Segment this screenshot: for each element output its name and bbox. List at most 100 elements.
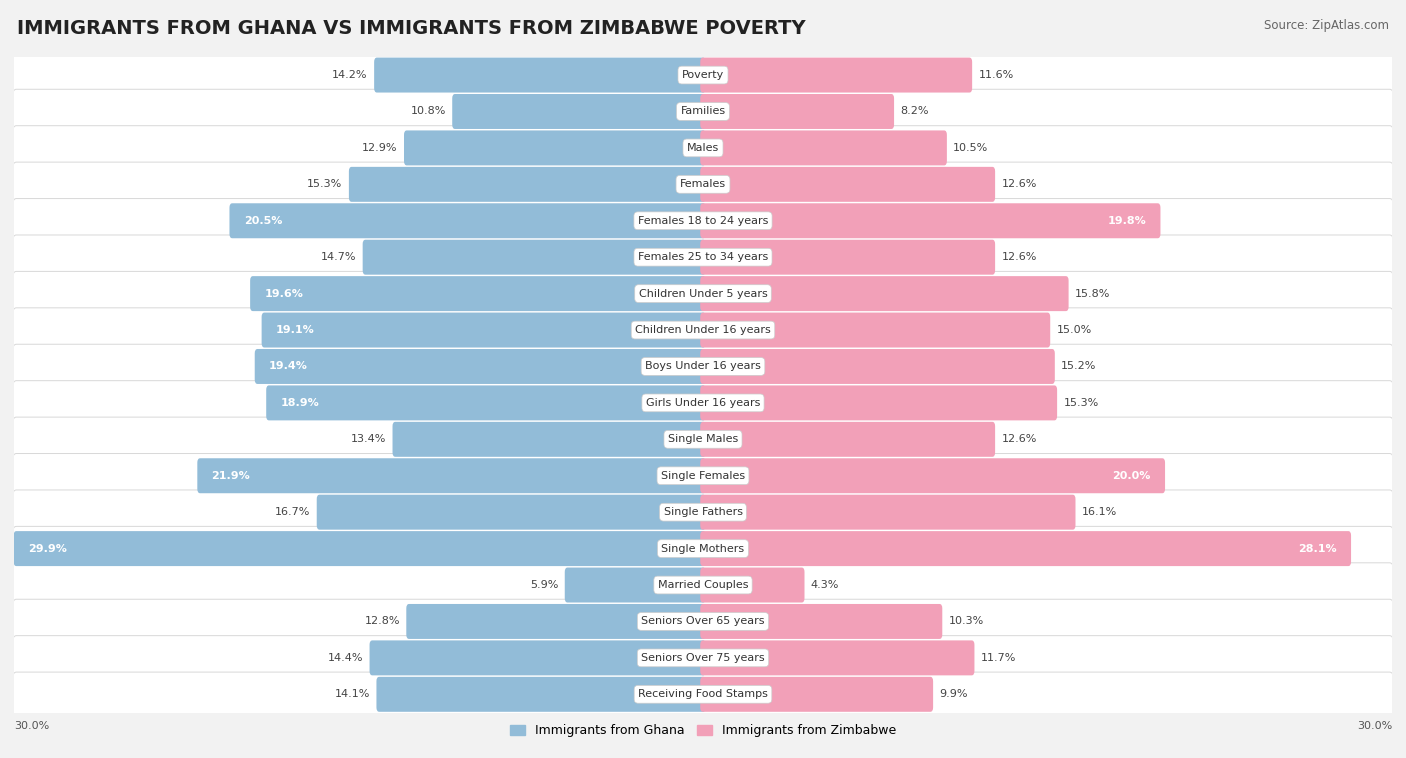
- FancyBboxPatch shape: [377, 677, 706, 712]
- FancyBboxPatch shape: [13, 271, 1393, 316]
- FancyBboxPatch shape: [565, 568, 706, 603]
- FancyBboxPatch shape: [700, 349, 1054, 384]
- Text: 15.0%: 15.0%: [1057, 325, 1092, 335]
- FancyBboxPatch shape: [13, 672, 1393, 716]
- Text: Children Under 5 years: Children Under 5 years: [638, 289, 768, 299]
- FancyBboxPatch shape: [700, 240, 995, 274]
- Text: 28.1%: 28.1%: [1298, 543, 1337, 553]
- Text: Single Males: Single Males: [668, 434, 738, 444]
- Text: IMMIGRANTS FROM GHANA VS IMMIGRANTS FROM ZIMBABWE POVERTY: IMMIGRANTS FROM GHANA VS IMMIGRANTS FROM…: [17, 19, 806, 38]
- Legend: Immigrants from Ghana, Immigrants from Zimbabwe: Immigrants from Ghana, Immigrants from Z…: [505, 719, 901, 742]
- FancyBboxPatch shape: [700, 641, 974, 675]
- Text: 12.6%: 12.6%: [1001, 434, 1036, 444]
- Text: Source: ZipAtlas.com: Source: ZipAtlas.com: [1264, 19, 1389, 32]
- FancyBboxPatch shape: [13, 526, 1393, 571]
- Text: Boys Under 16 years: Boys Under 16 years: [645, 362, 761, 371]
- FancyBboxPatch shape: [363, 240, 706, 274]
- FancyBboxPatch shape: [13, 162, 1393, 207]
- FancyBboxPatch shape: [700, 130, 946, 165]
- FancyBboxPatch shape: [13, 235, 1393, 280]
- Text: 9.9%: 9.9%: [939, 689, 969, 700]
- Text: 16.1%: 16.1%: [1083, 507, 1118, 517]
- Text: Single Females: Single Females: [661, 471, 745, 481]
- FancyBboxPatch shape: [700, 312, 1050, 347]
- FancyBboxPatch shape: [13, 308, 1393, 352]
- FancyBboxPatch shape: [13, 453, 1393, 498]
- Text: 11.6%: 11.6%: [979, 70, 1014, 80]
- Text: 20.0%: 20.0%: [1112, 471, 1152, 481]
- FancyBboxPatch shape: [700, 203, 1160, 238]
- FancyBboxPatch shape: [13, 89, 1393, 133]
- FancyBboxPatch shape: [700, 422, 995, 457]
- Text: 12.9%: 12.9%: [363, 143, 398, 153]
- FancyBboxPatch shape: [700, 677, 934, 712]
- FancyBboxPatch shape: [13, 417, 1393, 462]
- Text: 12.6%: 12.6%: [1001, 252, 1036, 262]
- Text: Poverty: Poverty: [682, 70, 724, 80]
- Text: 30.0%: 30.0%: [1357, 721, 1392, 731]
- Text: Females 25 to 34 years: Females 25 to 34 years: [638, 252, 768, 262]
- FancyBboxPatch shape: [13, 53, 1393, 97]
- Text: 12.6%: 12.6%: [1001, 180, 1036, 190]
- FancyBboxPatch shape: [392, 422, 706, 457]
- Text: 29.9%: 29.9%: [28, 543, 66, 553]
- FancyBboxPatch shape: [13, 490, 1393, 534]
- FancyBboxPatch shape: [700, 167, 995, 202]
- Text: 20.5%: 20.5%: [243, 216, 283, 226]
- Text: Receiving Food Stamps: Receiving Food Stamps: [638, 689, 768, 700]
- FancyBboxPatch shape: [13, 381, 1393, 425]
- Text: 30.0%: 30.0%: [14, 721, 49, 731]
- FancyBboxPatch shape: [700, 531, 1351, 566]
- Text: 19.8%: 19.8%: [1108, 216, 1146, 226]
- Text: 15.8%: 15.8%: [1076, 289, 1111, 299]
- FancyBboxPatch shape: [700, 604, 942, 639]
- Text: Single Mothers: Single Mothers: [661, 543, 745, 553]
- FancyBboxPatch shape: [404, 130, 706, 165]
- FancyBboxPatch shape: [374, 58, 706, 92]
- FancyBboxPatch shape: [700, 58, 972, 92]
- Text: 12.8%: 12.8%: [364, 616, 399, 626]
- FancyBboxPatch shape: [370, 641, 706, 675]
- Text: 19.1%: 19.1%: [276, 325, 315, 335]
- Text: 14.1%: 14.1%: [335, 689, 370, 700]
- FancyBboxPatch shape: [13, 600, 1393, 644]
- FancyBboxPatch shape: [700, 385, 1057, 421]
- FancyBboxPatch shape: [349, 167, 706, 202]
- FancyBboxPatch shape: [262, 312, 706, 347]
- Text: 10.8%: 10.8%: [411, 106, 446, 117]
- Text: 10.3%: 10.3%: [949, 616, 984, 626]
- FancyBboxPatch shape: [406, 604, 706, 639]
- Text: Children Under 16 years: Children Under 16 years: [636, 325, 770, 335]
- Text: 5.9%: 5.9%: [530, 580, 558, 590]
- Text: 13.4%: 13.4%: [350, 434, 387, 444]
- FancyBboxPatch shape: [13, 344, 1393, 389]
- Text: Females 18 to 24 years: Females 18 to 24 years: [638, 216, 768, 226]
- FancyBboxPatch shape: [316, 495, 706, 530]
- Text: 14.4%: 14.4%: [328, 653, 363, 663]
- Text: 10.5%: 10.5%: [953, 143, 988, 153]
- FancyBboxPatch shape: [13, 636, 1393, 680]
- Text: Females: Females: [681, 180, 725, 190]
- FancyBboxPatch shape: [13, 126, 1393, 170]
- Text: Girls Under 16 years: Girls Under 16 years: [645, 398, 761, 408]
- FancyBboxPatch shape: [13, 199, 1393, 243]
- Text: 15.3%: 15.3%: [1063, 398, 1099, 408]
- FancyBboxPatch shape: [700, 568, 804, 603]
- Text: Families: Families: [681, 106, 725, 117]
- FancyBboxPatch shape: [254, 349, 706, 384]
- Text: 21.9%: 21.9%: [211, 471, 250, 481]
- FancyBboxPatch shape: [453, 94, 706, 129]
- Text: Married Couples: Married Couples: [658, 580, 748, 590]
- Text: 18.9%: 18.9%: [280, 398, 319, 408]
- Text: Seniors Over 65 years: Seniors Over 65 years: [641, 616, 765, 626]
- FancyBboxPatch shape: [266, 385, 706, 421]
- Text: Seniors Over 75 years: Seniors Over 75 years: [641, 653, 765, 663]
- FancyBboxPatch shape: [229, 203, 706, 238]
- FancyBboxPatch shape: [700, 94, 894, 129]
- FancyBboxPatch shape: [197, 459, 706, 493]
- Text: 11.7%: 11.7%: [981, 653, 1017, 663]
- Text: Males: Males: [688, 143, 718, 153]
- Text: 19.4%: 19.4%: [269, 362, 308, 371]
- Text: 8.2%: 8.2%: [900, 106, 929, 117]
- Text: 15.3%: 15.3%: [307, 180, 343, 190]
